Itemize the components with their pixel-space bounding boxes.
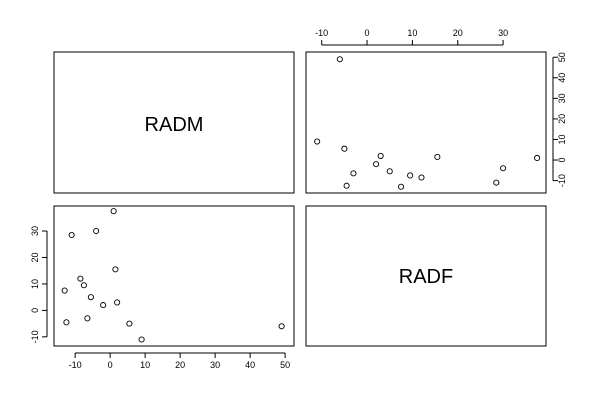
y-tick-label-right: 40 bbox=[557, 73, 567, 83]
scatter-point-radf-vs-radm bbox=[350, 170, 357, 177]
scatter-point-radf-vs-radm bbox=[418, 174, 425, 181]
scatter-point-radm-vs-radf bbox=[126, 320, 133, 327]
scatter-point-radm-vs-radf bbox=[112, 266, 119, 273]
scatter-point-radf-vs-radm bbox=[386, 168, 393, 175]
scatter-point-radf-vs-radm bbox=[500, 165, 507, 172]
scatter-point-radm-vs-radf bbox=[84, 315, 91, 322]
x-tick-label-top: 10 bbox=[407, 28, 417, 38]
scatter-point-radf-vs-radm bbox=[336, 56, 343, 63]
scatter-point-radf-vs-radm bbox=[407, 172, 414, 179]
scatter-point-radm-vs-radf bbox=[68, 231, 75, 239]
y-tick-label-right: 30 bbox=[557, 93, 567, 103]
scatter-point-radm-vs-radf bbox=[100, 302, 107, 309]
scatter-point-radm-vs-radf bbox=[61, 287, 68, 294]
y-tick-label-left: 30 bbox=[30, 226, 40, 236]
x-tick-label-bottom: 20 bbox=[175, 360, 185, 370]
y-tick-label-right: -10 bbox=[557, 174, 567, 187]
scatter-point-radm-vs-radf bbox=[63, 319, 70, 326]
x-tick-label-bottom: 50 bbox=[280, 360, 290, 370]
y-tick-label-left: 0 bbox=[30, 308, 40, 313]
scatter-point-radf-vs-radm bbox=[377, 152, 384, 159]
scatter-point-radf-vs-radm bbox=[373, 161, 380, 168]
y-tick-label-right: 50 bbox=[557, 52, 567, 62]
scatter-point-radf-vs-radm bbox=[493, 179, 500, 186]
scatter-point-radf-vs-radm bbox=[434, 153, 441, 160]
y-tick-label-right: 20 bbox=[557, 114, 567, 124]
x-tick-label-bottom: 10 bbox=[140, 360, 150, 370]
x-tick-label-top: 0 bbox=[365, 28, 370, 38]
scatter-point-radm-vs-radf bbox=[80, 282, 87, 289]
scatter-point-radf-vs-radm bbox=[534, 154, 541, 162]
scatter-point-radf-vs-radm bbox=[343, 182, 350, 189]
panel-radf-label bbox=[305, 205, 547, 347]
y-tick-label-right: 0 bbox=[557, 158, 567, 163]
scatter-point-radf-vs-radm bbox=[314, 138, 321, 145]
x-tick-label-bottom: 0 bbox=[108, 360, 113, 370]
scatter-point-radf-vs-radm bbox=[398, 183, 405, 190]
x-tick-label-top: 20 bbox=[453, 28, 463, 38]
y-tick-label-right: 10 bbox=[557, 134, 567, 144]
x-tick-label-bottom: 40 bbox=[245, 360, 255, 370]
variable-label-radf: RADF bbox=[399, 266, 453, 288]
y-tick-label-left: 10 bbox=[30, 279, 40, 289]
y-tick-label-left: -10 bbox=[30, 330, 40, 343]
scatter-point-radm-vs-radf bbox=[114, 299, 121, 306]
scatter-point-radm-vs-radf bbox=[278, 323, 285, 330]
x-tick-label-bottom: 30 bbox=[210, 360, 220, 370]
variable-label-radm: RADM bbox=[145, 114, 204, 136]
scatter-point-radm-vs-radf bbox=[77, 275, 84, 282]
panel-radm-label bbox=[53, 51, 295, 194]
x-tick-label-bottom: -10 bbox=[69, 360, 82, 370]
scatter-point-radf-vs-radm bbox=[341, 145, 348, 152]
panel-bottom-left-scatter bbox=[53, 205, 295, 347]
y-tick-label-left: 20 bbox=[30, 252, 40, 262]
panel-top-right-scatter bbox=[305, 51, 547, 194]
scatter-point-radm-vs-radf bbox=[110, 208, 117, 215]
scatter-point-radm-vs-radf bbox=[138, 336, 145, 343]
scatter-point-radm-vs-radf bbox=[87, 294, 94, 301]
x-tick-label-top: -10 bbox=[315, 28, 328, 38]
x-tick-label-top: 30 bbox=[498, 28, 508, 38]
scatter-point-radm-vs-radf bbox=[93, 227, 100, 235]
